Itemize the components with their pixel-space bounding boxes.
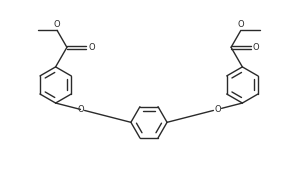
Text: O: O bbox=[88, 43, 95, 52]
Text: O: O bbox=[238, 20, 244, 29]
Text: O: O bbox=[54, 20, 60, 29]
Text: O: O bbox=[214, 105, 221, 114]
Text: O: O bbox=[77, 105, 84, 114]
Text: O: O bbox=[252, 43, 259, 52]
